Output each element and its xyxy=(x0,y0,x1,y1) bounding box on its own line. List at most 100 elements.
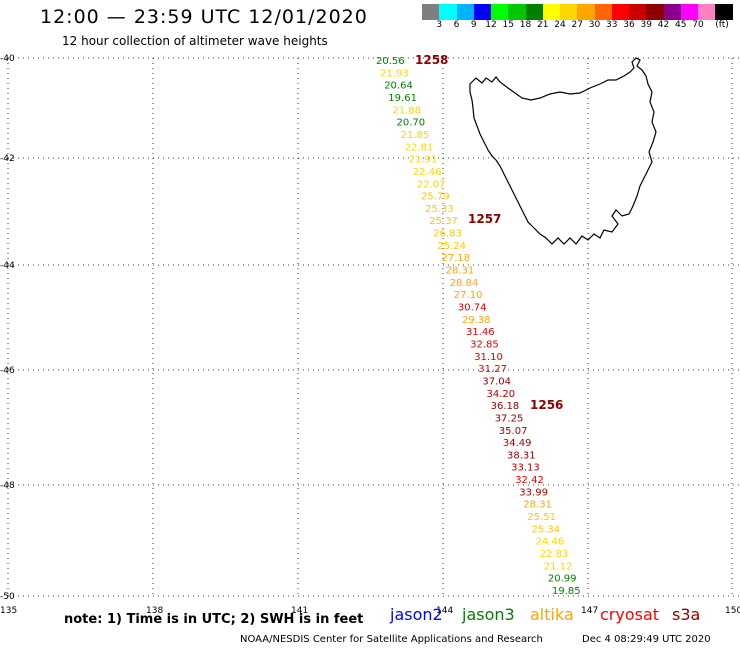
scale-label: 33 xyxy=(606,20,618,30)
wave-height-value: 21.85 xyxy=(401,130,430,141)
scale-swatch xyxy=(611,4,629,20)
wave-height-value: 34.49 xyxy=(503,438,532,449)
scale-swatch xyxy=(473,4,491,20)
scale-label: 36 xyxy=(623,20,635,30)
wave-height-value: 21.93 xyxy=(380,68,409,79)
scale-swatch xyxy=(680,4,698,20)
wave-height-value: 32.85 xyxy=(470,340,499,351)
generated-timestamp: Dec 4 08:29:49 UTC 2020 xyxy=(582,634,711,645)
wave-height-value: 31.46 xyxy=(466,327,495,338)
scale-label: 39 xyxy=(640,20,652,30)
wave-height-value: 29.38 xyxy=(462,315,491,326)
scale-swatch xyxy=(629,4,647,20)
wave-height-value: 31.10 xyxy=(474,352,503,363)
wave-height-value: 36.18 xyxy=(491,401,520,412)
scale-swatch xyxy=(491,4,509,20)
wave-height-value: 27.18 xyxy=(442,253,471,264)
wave-height-value: 28.84 xyxy=(450,278,479,289)
latitude-label: -44 xyxy=(0,261,15,271)
wave-height-value: 27.10 xyxy=(454,290,483,301)
longitude-label: 138 xyxy=(146,606,163,616)
scale-label: 3 xyxy=(436,20,443,30)
latitude-label: -42 xyxy=(0,154,15,164)
scale-swatch xyxy=(456,4,474,20)
wave-height-value: 33.13 xyxy=(511,463,540,474)
longitude-label: 141 xyxy=(291,606,308,616)
legend-altika: altika xyxy=(530,605,574,624)
wave-height-value: 28.31 xyxy=(523,500,552,511)
wave-height-value: 22.46 xyxy=(413,167,442,178)
wave-height-value: 19.61 xyxy=(388,93,417,104)
latitude-label: -50 xyxy=(0,592,15,602)
longitude-label: 135 xyxy=(0,606,17,616)
wave-height-value: 26.83 xyxy=(433,229,462,240)
scale-swatch xyxy=(698,4,716,20)
scale-swatch xyxy=(542,4,560,20)
wave-height-value: 30.74 xyxy=(458,303,487,314)
wave-height-value: 20.64 xyxy=(384,81,413,92)
scale-swatch xyxy=(525,4,543,20)
tasmania-coastline xyxy=(469,57,657,245)
wave-height-value: 33.99 xyxy=(519,487,548,498)
legend-s3a: s3a xyxy=(672,605,701,624)
wave-height-value: 24.46 xyxy=(536,537,565,548)
scale-label: 70 xyxy=(692,20,704,30)
scale-label: 30 xyxy=(588,20,601,30)
wave-height-value: 25.34 xyxy=(532,524,561,535)
scale-label: 6 xyxy=(453,20,460,30)
wave-height-value: 22.81 xyxy=(405,142,434,153)
wave-height-value: 28.31 xyxy=(446,266,475,277)
wave-height-value: 38.31 xyxy=(507,450,536,461)
scale-swatch xyxy=(646,4,664,20)
legend-jason3: jason3 xyxy=(462,605,515,624)
wave-height-value: 22.83 xyxy=(540,549,569,560)
wave-height-value: 22.07 xyxy=(417,179,446,190)
latitude-label: -46 xyxy=(0,366,15,376)
scale-swatch xyxy=(508,4,526,20)
scale-swatch xyxy=(422,4,440,20)
map-title: 12:00 — 23:59 UTC 12/01/2020 xyxy=(40,6,368,28)
scale-unit: (ft) xyxy=(715,20,729,30)
scale-label: 18 xyxy=(519,20,532,30)
longitude-label: 147 xyxy=(581,606,598,616)
wave-height-value: 21.88 xyxy=(392,105,421,116)
scale-swatch xyxy=(560,4,578,20)
legend-jason2: jason2 xyxy=(390,605,443,624)
scale-swatch xyxy=(594,4,612,20)
scale-swatch xyxy=(715,4,733,20)
scale-label: 15 xyxy=(502,20,514,30)
latitude-label: -48 xyxy=(0,481,15,491)
scale-label: 24 xyxy=(554,20,566,30)
scale-label: 21 xyxy=(537,20,549,30)
map-subtitle: 12 hour collection of altimeter wave hei… xyxy=(62,34,328,48)
scale-swatch xyxy=(577,4,595,20)
latitude-label: -40 xyxy=(0,54,15,64)
pass-labels: 1258 1257 1256 xyxy=(415,53,563,412)
wave-height-value: 31.27 xyxy=(478,364,507,375)
wave-height-value: 37.04 xyxy=(482,377,511,388)
longitude-label: 150 xyxy=(725,606,740,616)
scale-label: 45 xyxy=(675,20,687,30)
scale-label: 27 xyxy=(571,20,583,30)
wave-height-value: 25.51 xyxy=(527,512,556,523)
units-note: note: 1) Time is in UTC; 2) SWH is in fe… xyxy=(64,612,364,627)
wave-height-value: 35.07 xyxy=(499,426,528,437)
wave-height-value: 21.12 xyxy=(544,561,573,572)
wave-height-value: 25.24 xyxy=(437,241,466,252)
pass-number-label: 1257 xyxy=(468,212,501,226)
scale-swatch xyxy=(663,4,681,20)
wave-height-value: 25.37 xyxy=(429,216,458,227)
credit-text: NOAA/NESDIS Center for Satellite Applica… xyxy=(240,634,543,645)
longitude-label: 144 xyxy=(436,606,453,616)
wave-height-value: 20.99 xyxy=(548,574,577,585)
wave-height-scale xyxy=(422,4,733,20)
lat-lon-grid: 135 138 141 144 147 150 -40 -42 -44 -46 -48 -50 xyxy=(0,54,740,616)
scale-label: 9 xyxy=(470,20,477,30)
wave-height-value: 34.20 xyxy=(487,389,516,400)
wave-height-value: 25.33 xyxy=(425,204,454,215)
scale-label: 12 xyxy=(485,20,497,30)
wave-height-value: 37.25 xyxy=(495,413,524,424)
wave-height-value: 20.56 xyxy=(376,56,405,67)
